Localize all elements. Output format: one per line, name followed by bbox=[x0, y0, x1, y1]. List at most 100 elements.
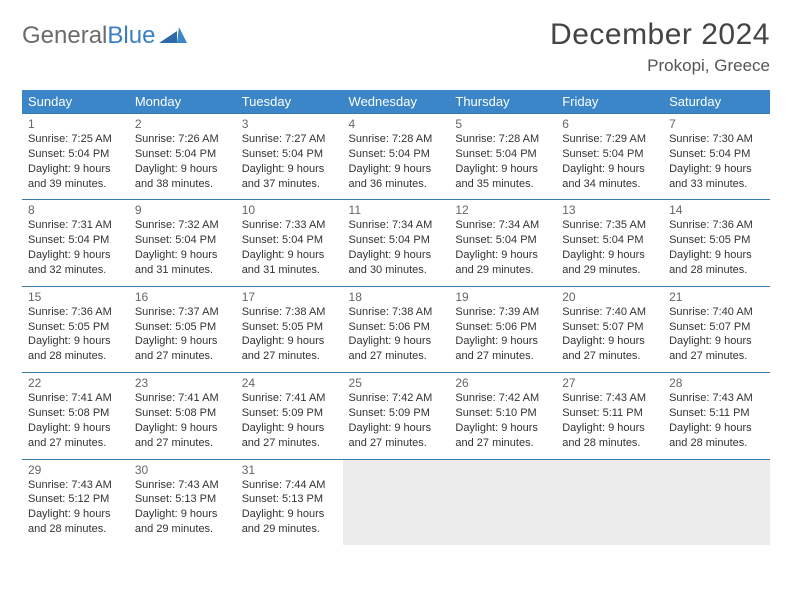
day-number: 4 bbox=[349, 117, 444, 131]
day-info: Sunrise: 7:34 AMSunset: 5:04 PMDaylight:… bbox=[349, 218, 444, 277]
day-info: Sunrise: 7:28 AMSunset: 5:04 PMDaylight:… bbox=[455, 132, 550, 191]
logo-mark-icon bbox=[159, 22, 187, 50]
calendar-empty-cell bbox=[449, 459, 556, 545]
day-number: 28 bbox=[669, 376, 764, 390]
day-info: Sunrise: 7:41 AMSunset: 5:08 PMDaylight:… bbox=[28, 391, 123, 450]
day-number: 30 bbox=[135, 463, 230, 477]
day-header: Thursday bbox=[449, 90, 556, 114]
day-info: Sunrise: 7:29 AMSunset: 5:04 PMDaylight:… bbox=[562, 132, 657, 191]
day-info: Sunrise: 7:40 AMSunset: 5:07 PMDaylight:… bbox=[562, 305, 657, 364]
day-header: Tuesday bbox=[236, 90, 343, 114]
day-info: Sunrise: 7:38 AMSunset: 5:05 PMDaylight:… bbox=[242, 305, 337, 364]
day-info: Sunrise: 7:39 AMSunset: 5:06 PMDaylight:… bbox=[455, 305, 550, 364]
day-number: 14 bbox=[669, 203, 764, 217]
day-header: Sunday bbox=[22, 90, 129, 114]
calendar-week-row: 15Sunrise: 7:36 AMSunset: 5:05 PMDayligh… bbox=[22, 286, 770, 372]
calendar-day-cell: 17Sunrise: 7:38 AMSunset: 5:05 PMDayligh… bbox=[236, 286, 343, 372]
day-number: 23 bbox=[135, 376, 230, 390]
calendar-day-cell: 21Sunrise: 7:40 AMSunset: 5:07 PMDayligh… bbox=[663, 286, 770, 372]
day-number: 22 bbox=[28, 376, 123, 390]
calendar-head: SundayMondayTuesdayWednesdayThursdayFrid… bbox=[22, 90, 770, 114]
page-header: GeneralBlue December 2024 Prokopi, Greec… bbox=[22, 18, 770, 76]
day-number: 6 bbox=[562, 117, 657, 131]
logo-text-blue: Blue bbox=[107, 22, 155, 50]
day-header: Friday bbox=[556, 90, 663, 114]
calendar-day-cell: 31Sunrise: 7:44 AMSunset: 5:13 PMDayligh… bbox=[236, 459, 343, 545]
day-info: Sunrise: 7:34 AMSunset: 5:04 PMDaylight:… bbox=[455, 218, 550, 277]
calendar-day-cell: 26Sunrise: 7:42 AMSunset: 5:10 PMDayligh… bbox=[449, 373, 556, 459]
day-number: 29 bbox=[28, 463, 123, 477]
day-info: Sunrise: 7:35 AMSunset: 5:04 PMDaylight:… bbox=[562, 218, 657, 277]
location-label: Prokopi, Greece bbox=[550, 56, 770, 76]
calendar-day-cell: 25Sunrise: 7:42 AMSunset: 5:09 PMDayligh… bbox=[343, 373, 450, 459]
day-number: 3 bbox=[242, 117, 337, 131]
calendar-day-cell: 8Sunrise: 7:31 AMSunset: 5:04 PMDaylight… bbox=[22, 200, 129, 286]
day-info: Sunrise: 7:36 AMSunset: 5:05 PMDaylight:… bbox=[669, 218, 764, 277]
day-info: Sunrise: 7:44 AMSunset: 5:13 PMDaylight:… bbox=[242, 478, 337, 537]
calendar-day-cell: 19Sunrise: 7:39 AMSunset: 5:06 PMDayligh… bbox=[449, 286, 556, 372]
day-header-row: SundayMondayTuesdayWednesdayThursdayFrid… bbox=[22, 90, 770, 114]
day-info: Sunrise: 7:43 AMSunset: 5:11 PMDaylight:… bbox=[562, 391, 657, 450]
day-info: Sunrise: 7:38 AMSunset: 5:06 PMDaylight:… bbox=[349, 305, 444, 364]
calendar-day-cell: 28Sunrise: 7:43 AMSunset: 5:11 PMDayligh… bbox=[663, 373, 770, 459]
day-number: 17 bbox=[242, 290, 337, 304]
day-info: Sunrise: 7:26 AMSunset: 5:04 PMDaylight:… bbox=[135, 132, 230, 191]
calendar-day-cell: 16Sunrise: 7:37 AMSunset: 5:05 PMDayligh… bbox=[129, 286, 236, 372]
calendar-day-cell: 22Sunrise: 7:41 AMSunset: 5:08 PMDayligh… bbox=[22, 373, 129, 459]
day-number: 25 bbox=[349, 376, 444, 390]
day-number: 26 bbox=[455, 376, 550, 390]
calendar-day-cell: 15Sunrise: 7:36 AMSunset: 5:05 PMDayligh… bbox=[22, 286, 129, 372]
day-info: Sunrise: 7:37 AMSunset: 5:05 PMDaylight:… bbox=[135, 305, 230, 364]
calendar-day-cell: 9Sunrise: 7:32 AMSunset: 5:04 PMDaylight… bbox=[129, 200, 236, 286]
day-info: Sunrise: 7:30 AMSunset: 5:04 PMDaylight:… bbox=[669, 132, 764, 191]
day-info: Sunrise: 7:27 AMSunset: 5:04 PMDaylight:… bbox=[242, 132, 337, 191]
calendar-day-cell: 3Sunrise: 7:27 AMSunset: 5:04 PMDaylight… bbox=[236, 114, 343, 200]
calendar-day-cell: 24Sunrise: 7:41 AMSunset: 5:09 PMDayligh… bbox=[236, 373, 343, 459]
calendar-day-cell: 13Sunrise: 7:35 AMSunset: 5:04 PMDayligh… bbox=[556, 200, 663, 286]
day-info: Sunrise: 7:31 AMSunset: 5:04 PMDaylight:… bbox=[28, 218, 123, 277]
day-info: Sunrise: 7:28 AMSunset: 5:04 PMDaylight:… bbox=[349, 132, 444, 191]
calendar-week-row: 8Sunrise: 7:31 AMSunset: 5:04 PMDaylight… bbox=[22, 200, 770, 286]
day-number: 19 bbox=[455, 290, 550, 304]
calendar-table: SundayMondayTuesdayWednesdayThursdayFrid… bbox=[22, 90, 770, 545]
calendar-empty-cell bbox=[556, 459, 663, 545]
calendar-day-cell: 18Sunrise: 7:38 AMSunset: 5:06 PMDayligh… bbox=[343, 286, 450, 372]
day-info: Sunrise: 7:43 AMSunset: 5:12 PMDaylight:… bbox=[28, 478, 123, 537]
calendar-day-cell: 2Sunrise: 7:26 AMSunset: 5:04 PMDaylight… bbox=[129, 114, 236, 200]
day-number: 2 bbox=[135, 117, 230, 131]
title-block: December 2024 Prokopi, Greece bbox=[550, 18, 770, 76]
day-number: 13 bbox=[562, 203, 657, 217]
calendar-day-cell: 5Sunrise: 7:28 AMSunset: 5:04 PMDaylight… bbox=[449, 114, 556, 200]
calendar-empty-cell bbox=[663, 459, 770, 545]
day-number: 20 bbox=[562, 290, 657, 304]
day-number: 31 bbox=[242, 463, 337, 477]
month-title: December 2024 bbox=[550, 18, 770, 52]
day-number: 9 bbox=[135, 203, 230, 217]
calendar-day-cell: 11Sunrise: 7:34 AMSunset: 5:04 PMDayligh… bbox=[343, 200, 450, 286]
day-header: Wednesday bbox=[343, 90, 450, 114]
day-number: 10 bbox=[242, 203, 337, 217]
day-number: 18 bbox=[349, 290, 444, 304]
calendar-day-cell: 4Sunrise: 7:28 AMSunset: 5:04 PMDaylight… bbox=[343, 114, 450, 200]
day-info: Sunrise: 7:42 AMSunset: 5:09 PMDaylight:… bbox=[349, 391, 444, 450]
day-number: 11 bbox=[349, 203, 444, 217]
day-number: 27 bbox=[562, 376, 657, 390]
day-info: Sunrise: 7:32 AMSunset: 5:04 PMDaylight:… bbox=[135, 218, 230, 277]
day-info: Sunrise: 7:33 AMSunset: 5:04 PMDaylight:… bbox=[242, 218, 337, 277]
day-number: 7 bbox=[669, 117, 764, 131]
day-number: 1 bbox=[28, 117, 123, 131]
day-number: 12 bbox=[455, 203, 550, 217]
day-number: 21 bbox=[669, 290, 764, 304]
calendar-day-cell: 14Sunrise: 7:36 AMSunset: 5:05 PMDayligh… bbox=[663, 200, 770, 286]
day-number: 8 bbox=[28, 203, 123, 217]
calendar-body: 1Sunrise: 7:25 AMSunset: 5:04 PMDaylight… bbox=[22, 114, 770, 545]
day-info: Sunrise: 7:43 AMSunset: 5:11 PMDaylight:… bbox=[669, 391, 764, 450]
day-info: Sunrise: 7:42 AMSunset: 5:10 PMDaylight:… bbox=[455, 391, 550, 450]
calendar-week-row: 1Sunrise: 7:25 AMSunset: 5:04 PMDaylight… bbox=[22, 114, 770, 200]
calendar-day-cell: 7Sunrise: 7:30 AMSunset: 5:04 PMDaylight… bbox=[663, 114, 770, 200]
day-number: 5 bbox=[455, 117, 550, 131]
calendar-day-cell: 23Sunrise: 7:41 AMSunset: 5:08 PMDayligh… bbox=[129, 373, 236, 459]
day-info: Sunrise: 7:41 AMSunset: 5:08 PMDaylight:… bbox=[135, 391, 230, 450]
day-header: Monday bbox=[129, 90, 236, 114]
calendar-empty-cell bbox=[343, 459, 450, 545]
